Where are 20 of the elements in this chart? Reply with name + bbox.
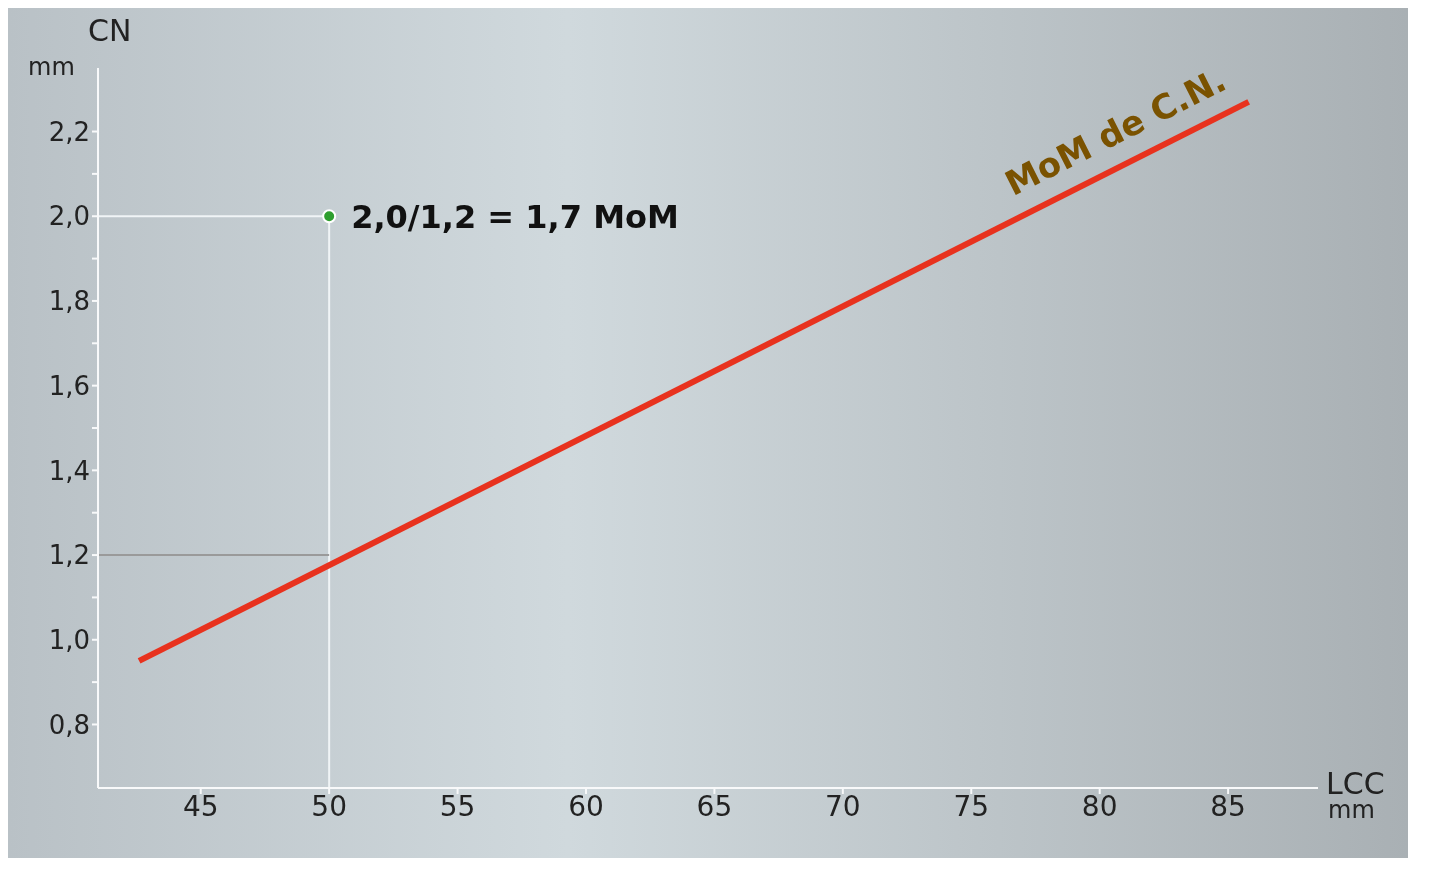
x-tick-label: 85 <box>1210 789 1246 823</box>
y-axis-title: CN <box>88 13 132 48</box>
text: mm <box>28 53 75 81</box>
y-tick-label: 0,8 <box>48 709 90 740</box>
x-tick-label: 60 <box>568 789 604 823</box>
y-tick-label: 1,6 <box>48 370 90 401</box>
y-tick-label: 1,4 <box>48 455 90 486</box>
annotation: 2,0/1,2 = 1,7 MoM <box>351 197 679 236</box>
x-tick-label: 75 <box>953 789 990 823</box>
x-tick-label: 80 <box>1081 789 1118 823</box>
y-tick-label: 1,0 <box>48 624 90 655</box>
y-tick-label: 1,8 <box>48 286 90 317</box>
x-tick-label: 45 <box>182 789 219 823</box>
y-tick-label: 1,2 <box>48 540 90 571</box>
y-tick-label: 2,2 <box>48 116 90 147</box>
y-tick-label: 2,0 <box>48 201 90 232</box>
x-tick-label: 65 <box>696 789 733 823</box>
x-tick-label: 50 <box>311 789 347 823</box>
x-tick-label: 70 <box>825 789 861 823</box>
x-tick-label: 55 <box>439 789 476 823</box>
